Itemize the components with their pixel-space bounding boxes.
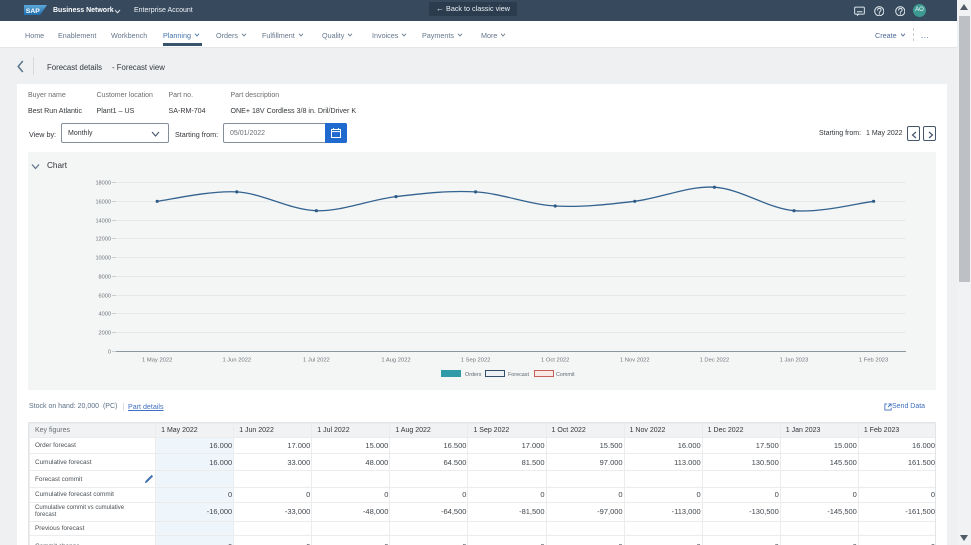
svg-text:6000: 6000 (99, 294, 111, 300)
svg-text:1 Dec 2022: 1 Dec 2022 (700, 358, 730, 364)
svg-text:1 Jan 2023: 1 Jan 2023 (780, 358, 809, 364)
svg-text:1 Aug 2022: 1 Aug 2022 (381, 358, 410, 364)
svg-text:8000: 8000 (99, 275, 111, 281)
svg-text:12000: 12000 (95, 237, 111, 243)
svg-text:4000: 4000 (99, 312, 111, 318)
svg-text:1 Jul 2022: 1 Jul 2022 (303, 358, 330, 364)
svg-text:10000: 10000 (95, 256, 111, 262)
svg-text:18000: 18000 (95, 181, 111, 187)
svg-text:16000: 16000 (95, 200, 111, 206)
svg-text:Forecast: Forecast (508, 372, 529, 378)
svg-text:1 Oct 2022: 1 Oct 2022 (541, 358, 569, 364)
svg-text:1 Nov 2022: 1 Nov 2022 (620, 358, 650, 364)
svg-text:1 Sep 2022: 1 Sep 2022 (461, 358, 491, 364)
svg-text:1 Feb 2023: 1 Feb 2023 (859, 358, 888, 364)
svg-text:Commit: Commit (556, 372, 575, 378)
svg-text:1 Jun 2022: 1 Jun 2022 (222, 358, 251, 364)
svg-text:1 May 2022: 1 May 2022 (142, 358, 172, 364)
svg-text:0: 0 (108, 350, 111, 356)
svg-text:14000: 14000 (95, 219, 111, 225)
svg-text:Orders: Orders (465, 372, 482, 378)
svg-text:2000: 2000 (99, 331, 111, 337)
svg-text:SAP: SAP (26, 8, 40, 15)
